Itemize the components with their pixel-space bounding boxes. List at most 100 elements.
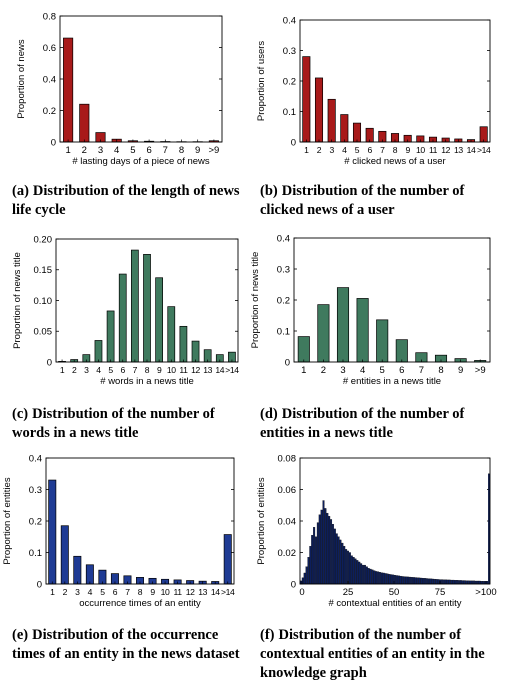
x-tick-label: 4	[360, 365, 365, 376]
bar	[318, 514, 321, 585]
bar	[425, 578, 428, 585]
x-tick-label: 4	[114, 145, 119, 156]
bar	[360, 563, 363, 585]
y-tick-label: 0.3	[277, 264, 290, 275]
y-tick-label: 0.1	[277, 326, 290, 337]
x-tick-label: 75	[435, 587, 446, 598]
y-tick-label: 0.02	[278, 548, 297, 559]
bar	[418, 577, 421, 585]
bar	[118, 273, 127, 363]
x-tick-label: 7	[125, 587, 130, 597]
x-tick-label: 25	[343, 587, 354, 598]
plot-frame	[299, 457, 491, 585]
x-tick-label: 13	[198, 587, 207, 597]
y-tick-label: 0.2	[43, 106, 56, 117]
caption-d-label: (d)	[260, 406, 278, 422]
bar	[373, 570, 376, 585]
bar	[395, 575, 398, 585]
y-tick-label: 0.08	[278, 453, 297, 464]
bar	[337, 536, 340, 585]
bar	[390, 574, 393, 585]
x-tick-label: 7	[163, 145, 168, 156]
bar	[340, 114, 349, 143]
bar	[302, 56, 311, 143]
x-tick-label: 12	[186, 587, 195, 597]
bar	[352, 122, 362, 143]
bar	[444, 579, 447, 585]
x-tick-label: 3	[340, 365, 345, 376]
caption-c-label: (c)	[12, 406, 29, 422]
bar	[433, 578, 436, 585]
bar	[339, 539, 342, 585]
y-tick-label: 0.2	[283, 76, 296, 87]
bar	[322, 500, 325, 585]
bar	[371, 569, 374, 585]
x-tick-label: >9	[475, 365, 486, 376]
x-tick-label: 8	[438, 365, 443, 376]
bar	[363, 564, 366, 585]
y-axis-label: Proportion of news title	[12, 252, 23, 349]
bar	[388, 574, 391, 585]
bar	[326, 512, 329, 585]
bar	[431, 578, 434, 585]
y-tick-label: 0	[291, 579, 296, 590]
bar	[471, 580, 474, 585]
caption-f: (f) Distribution of the number of context…	[260, 626, 500, 683]
x-tick-label: 14	[467, 145, 476, 155]
bar	[442, 579, 445, 585]
chart-c: 00.050.100.150.201 2 3 4 5 6 7 8 9 10 11 12 13 14 >14#…	[12, 234, 240, 387]
bar	[317, 304, 330, 363]
x-tick-label: 11	[179, 365, 188, 375]
bar	[356, 560, 359, 585]
y-tick-label: 0	[285, 357, 290, 368]
x-tick-label: 1	[304, 145, 309, 155]
chart-panel-b: 0 0.1 0.2 0.3 0.4 1 2 3 4 5 6 7 8 9 10 11 12 13 14 >14 # cli…	[254, 0, 508, 170]
y-tick-label: 0.10	[34, 296, 53, 307]
bar	[345, 549, 348, 585]
bar	[94, 340, 103, 363]
caption-e-text: Distribution of the occurrence times of …	[12, 627, 240, 662]
bar	[378, 572, 381, 585]
x-tick-label: 1	[60, 365, 65, 375]
bar	[336, 287, 350, 363]
plot-frame	[45, 457, 235, 585]
bar	[414, 577, 417, 585]
plot-frame	[59, 15, 223, 143]
x-tick-label: 2	[72, 365, 77, 375]
bar	[341, 542, 344, 585]
plot-frame	[299, 19, 491, 143]
bar	[63, 37, 74, 143]
bar	[369, 568, 372, 585]
y-tick-label: 0.20	[34, 234, 53, 245]
y-tick-label: 0.6	[43, 43, 56, 54]
x-tick-label: 2	[63, 587, 68, 597]
bar	[143, 254, 151, 363]
bar	[85, 564, 94, 585]
chart-f: 0 0.02 0.04 0.06 0.08 0 25 50 75 >100 # contextual…	[256, 453, 497, 609]
x-tick-label: 4	[88, 587, 93, 597]
y-tick-label: 0	[51, 137, 56, 148]
y-axis-label: Proportion of entities	[2, 477, 13, 564]
bar	[316, 522, 319, 585]
bar	[384, 573, 387, 585]
bar	[465, 580, 468, 585]
x-tick-label: 9	[405, 145, 410, 155]
y-tick-label: 0.06	[278, 485, 297, 496]
bar	[405, 576, 408, 585]
x-tick-label: 6	[113, 587, 118, 597]
y-tick-label: 0.4	[277, 233, 290, 244]
x-tick-label: 2	[321, 365, 326, 376]
bar	[333, 528, 336, 585]
x-tick-label: 4	[342, 145, 347, 155]
caption-d: (d) Distribution of the number of entitie…	[260, 405, 500, 443]
chart-panel-f: 0 0.02 0.04 0.06 0.08 0 25 50 75 >100 # contextual…	[254, 448, 508, 618]
y-tick-label: 0	[291, 137, 296, 148]
x-tick-label: 5	[100, 587, 105, 597]
y-axis-label: Proportion of entities	[256, 477, 267, 564]
caption-a-text: Distribution of the length of news life …	[12, 183, 240, 218]
bar	[314, 77, 324, 143]
bar	[429, 578, 432, 585]
bar	[424, 578, 427, 585]
x-tick-label: 11	[174, 587, 183, 597]
bar	[365, 566, 368, 585]
